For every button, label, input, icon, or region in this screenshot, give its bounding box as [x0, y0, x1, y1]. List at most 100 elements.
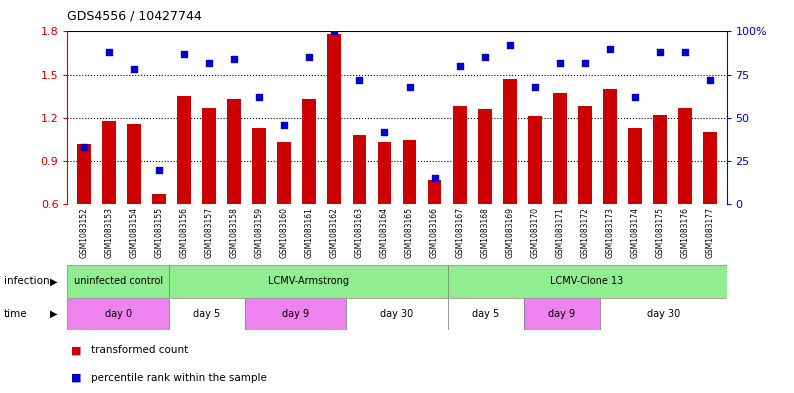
Point [603, 46, 616, 52]
Bar [169, 298, 245, 330]
Point [478, 54, 491, 61]
Text: GSM1083152: GSM1083152 [79, 208, 88, 258]
Point [629, 94, 642, 100]
Text: day 9: day 9 [282, 309, 309, 319]
Text: GSM1083176: GSM1083176 [680, 208, 690, 259]
Bar [578, 107, 592, 204]
Bar [67, 298, 169, 330]
Text: GSM1083155: GSM1083155 [155, 208, 164, 259]
Text: GSM1083173: GSM1083173 [606, 208, 615, 259]
Text: GSM1083168: GSM1083168 [480, 208, 489, 258]
Bar [678, 108, 692, 204]
Bar [152, 194, 166, 204]
Bar [703, 132, 717, 204]
Bar [77, 144, 91, 204]
Point [503, 42, 516, 48]
Text: GSM1083169: GSM1083169 [505, 208, 515, 259]
Point [328, 28, 341, 35]
Bar [245, 298, 346, 330]
Bar [127, 124, 141, 204]
Text: GSM1083163: GSM1083163 [355, 208, 364, 259]
Text: transformed count: transformed count [91, 345, 188, 355]
Text: GSM1083167: GSM1083167 [455, 208, 464, 259]
Text: GSM1083172: GSM1083172 [580, 208, 589, 258]
Bar [428, 180, 441, 204]
Point [428, 175, 441, 182]
Bar [448, 298, 524, 330]
Text: GSM1083157: GSM1083157 [205, 208, 214, 259]
Bar [102, 121, 116, 204]
Text: percentile rank within the sample: percentile rank within the sample [91, 373, 268, 383]
Bar [448, 265, 727, 298]
Text: day 5: day 5 [472, 309, 499, 319]
Text: time: time [4, 309, 28, 319]
Bar [327, 34, 341, 204]
Point [78, 144, 91, 151]
Text: GSM1083166: GSM1083166 [430, 208, 439, 259]
Bar [528, 116, 542, 204]
Text: day 30: day 30 [380, 309, 414, 319]
Bar [478, 109, 491, 204]
Point [252, 94, 265, 100]
Bar [67, 265, 169, 298]
Text: LCMV-Clone 13: LCMV-Clone 13 [550, 276, 624, 286]
Point [102, 49, 115, 55]
Text: GSM1083156: GSM1083156 [179, 208, 188, 259]
Bar [277, 142, 291, 204]
Point [378, 129, 391, 135]
Text: day 5: day 5 [193, 309, 221, 319]
Point [553, 59, 566, 66]
Text: ■: ■ [71, 345, 82, 355]
Bar [303, 99, 316, 204]
Text: ▶: ▶ [51, 309, 58, 319]
Point [178, 51, 191, 57]
Point [403, 84, 416, 90]
Text: ▶: ▶ [51, 276, 58, 286]
Text: LCMV-Armstrong: LCMV-Armstrong [268, 276, 349, 286]
Text: day 30: day 30 [646, 309, 680, 319]
Point [228, 56, 241, 62]
Bar [628, 128, 642, 204]
Bar [169, 265, 448, 298]
Text: GSM1083174: GSM1083174 [630, 208, 639, 259]
Point [579, 59, 592, 66]
Point [529, 84, 542, 90]
Text: GSM1083170: GSM1083170 [530, 208, 539, 259]
Text: GSM1083153: GSM1083153 [104, 208, 114, 259]
Text: day 0: day 0 [105, 309, 132, 319]
Point [128, 66, 141, 73]
Bar [453, 107, 467, 204]
Point [303, 54, 316, 61]
Bar [227, 99, 241, 204]
Text: GSM1083162: GSM1083162 [330, 208, 339, 258]
Text: ■: ■ [71, 373, 82, 383]
Point [353, 77, 366, 83]
Text: day 9: day 9 [548, 309, 576, 319]
Bar [403, 140, 416, 204]
Text: GSM1083165: GSM1083165 [405, 208, 414, 259]
Bar [599, 298, 727, 330]
Bar [653, 115, 667, 204]
Point [703, 77, 716, 83]
Point [202, 59, 215, 66]
Text: GSM1083175: GSM1083175 [656, 208, 665, 259]
Point [152, 167, 165, 173]
Text: infection: infection [4, 276, 49, 286]
Bar [177, 96, 191, 204]
Point [278, 122, 291, 128]
Point [679, 49, 692, 55]
Text: GSM1083160: GSM1083160 [279, 208, 289, 259]
Bar [553, 94, 567, 204]
Point [653, 49, 666, 55]
Text: GSM1083177: GSM1083177 [706, 208, 715, 259]
Text: GSM1083158: GSM1083158 [229, 208, 239, 258]
Bar [353, 135, 366, 204]
Text: GSM1083154: GSM1083154 [129, 208, 138, 259]
Text: GSM1083164: GSM1083164 [380, 208, 389, 259]
Bar [202, 108, 216, 204]
Text: GSM1083171: GSM1083171 [555, 208, 565, 258]
Text: GSM1083161: GSM1083161 [305, 208, 314, 258]
Text: GDS4556 / 10427744: GDS4556 / 10427744 [67, 10, 202, 23]
Bar [252, 128, 266, 204]
Bar [378, 142, 391, 204]
